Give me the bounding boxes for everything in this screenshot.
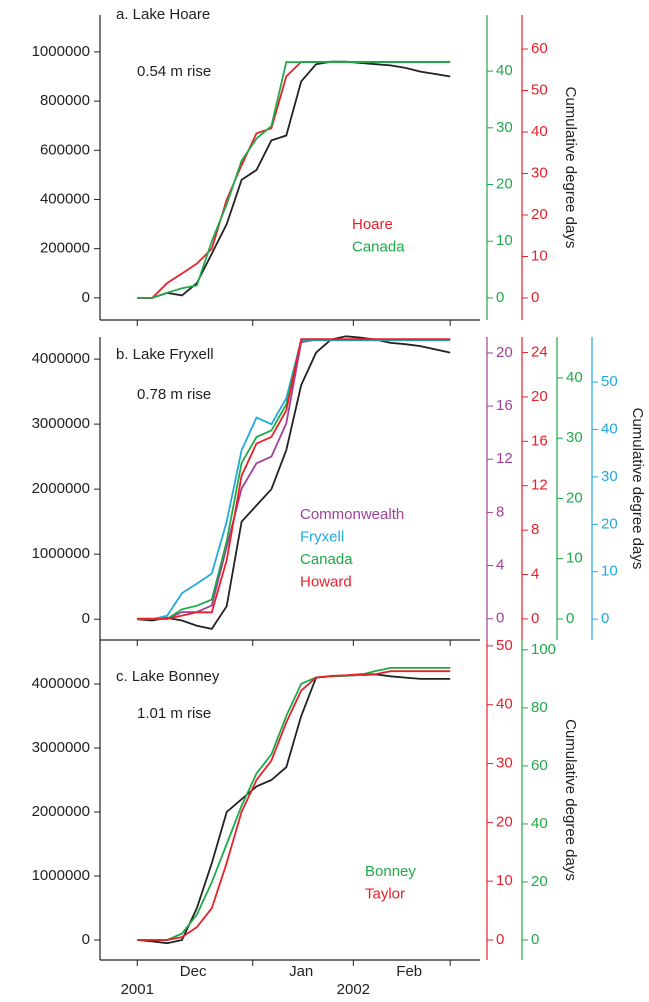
y-tick-label: 2000000 bbox=[32, 803, 90, 820]
y-tick-label: 0 bbox=[82, 931, 90, 948]
y2-tick-label: 20 bbox=[566, 489, 583, 506]
y-tick-label: 1000000 bbox=[32, 43, 90, 60]
y-tick-label: 400000 bbox=[40, 190, 90, 207]
y2-tick-label: 40 bbox=[496, 62, 513, 79]
legend-label: Bonney bbox=[365, 863, 416, 880]
y-tick-label: 4000000 bbox=[32, 350, 90, 367]
legend-label: Commonwealth bbox=[300, 506, 404, 523]
y2-tick-label: 12 bbox=[531, 477, 548, 494]
y2-tick-label: 10 bbox=[496, 872, 513, 889]
y2-tick-label: 40 bbox=[531, 123, 548, 140]
series-line bbox=[137, 60, 451, 299]
y-tick-label: 600000 bbox=[40, 141, 90, 158]
y-tick-label: 0 bbox=[82, 289, 90, 306]
y2-tick-label: 30 bbox=[496, 119, 513, 136]
y2-tick-label: 12 bbox=[496, 450, 513, 467]
y2-tick-label: 20 bbox=[531, 873, 548, 890]
y2-tick-label: 0 bbox=[531, 610, 539, 627]
y-tick-label: 1000000 bbox=[32, 867, 90, 884]
x-month-label: Jan bbox=[289, 963, 313, 980]
y-tick-label: 800000 bbox=[40, 92, 90, 109]
panel-title: b. Lake Fryxell bbox=[116, 346, 214, 363]
y2-tick-label: 50 bbox=[496, 637, 513, 654]
legend-label: Howard bbox=[300, 573, 352, 590]
y2-axis-label: Cumulative degree days bbox=[562, 87, 579, 249]
y2-tick-label: 16 bbox=[531, 432, 548, 449]
series-line bbox=[137, 335, 451, 630]
legend-label: Hoare bbox=[352, 216, 393, 233]
y2-tick-label: 60 bbox=[531, 40, 548, 57]
series-line bbox=[137, 338, 451, 620]
legend-label: Fryxell bbox=[300, 528, 344, 545]
y2-tick-label: 60 bbox=[531, 757, 548, 774]
y2-tick-label: 40 bbox=[496, 696, 513, 713]
y-tick-label: 3000000 bbox=[32, 739, 90, 756]
y2-tick-label: 20 bbox=[496, 175, 513, 192]
y2-tick-label: 0 bbox=[566, 610, 574, 627]
y2-tick-label: 0 bbox=[496, 610, 504, 627]
y2-tick-label: 30 bbox=[566, 429, 583, 446]
y2-tick-label: 40 bbox=[531, 815, 548, 832]
legend-label: Taylor bbox=[365, 885, 405, 902]
series-line bbox=[137, 667, 451, 941]
y-tick-label: 200000 bbox=[40, 240, 90, 257]
annotation: 0.78 m rise bbox=[137, 386, 211, 403]
panel-title: c. Lake Bonney bbox=[116, 668, 220, 685]
y2-tick-label: 30 bbox=[496, 754, 513, 771]
y2-tick-label: 0 bbox=[601, 610, 609, 627]
y2-tick-label: 30 bbox=[531, 164, 548, 181]
panel-title: a. Lake Hoare bbox=[116, 6, 210, 23]
x-year-label: 2002 bbox=[337, 981, 370, 998]
y-tick-label: 1000000 bbox=[32, 545, 90, 562]
y2-tick-label: 20 bbox=[531, 206, 548, 223]
y2-tick-label: 0 bbox=[531, 289, 539, 306]
y2-tick-label: 80 bbox=[531, 699, 548, 716]
y2-tick-label: 40 bbox=[566, 369, 583, 386]
legend-label: Canada bbox=[300, 551, 353, 568]
y2-tick-label: 16 bbox=[496, 397, 513, 414]
annotation: 0.54 m rise bbox=[137, 63, 211, 80]
x-month-label: Feb bbox=[396, 963, 422, 980]
y2-tick-label: 8 bbox=[531, 521, 539, 538]
y2-axis-label: Cumulative degree days bbox=[629, 408, 646, 570]
y2-tick-label: 10 bbox=[566, 550, 583, 567]
series-line bbox=[137, 61, 451, 299]
y2-tick-label: 24 bbox=[531, 344, 548, 361]
y2-tick-label: 0 bbox=[531, 931, 539, 948]
y2-tick-label: 4 bbox=[496, 557, 504, 574]
y2-axis-label: Cumulative degree days bbox=[562, 719, 579, 881]
y2-tick-label: 10 bbox=[531, 247, 548, 264]
series-line bbox=[137, 338, 451, 620]
y2-tick-label: 10 bbox=[496, 232, 513, 249]
y2-tick-label: 40 bbox=[601, 420, 618, 437]
y2-tick-label: 20 bbox=[531, 388, 548, 405]
y2-tick-label: 8 bbox=[496, 503, 504, 520]
y-tick-label: 0 bbox=[82, 610, 90, 627]
x-month-label: Dec bbox=[180, 963, 207, 980]
y2-tick-label: 0 bbox=[496, 289, 504, 306]
y2-tick-label: 20 bbox=[601, 515, 618, 532]
y2-tick-label: 20 bbox=[496, 344, 513, 361]
annotation: 1.01 m rise bbox=[137, 705, 211, 722]
y2-tick-label: 100 bbox=[531, 641, 556, 658]
y-tick-label: 3000000 bbox=[32, 415, 90, 432]
y2-tick-label: 50 bbox=[601, 373, 618, 390]
y2-tick-label: 50 bbox=[531, 81, 548, 98]
y-tick-label: 2000000 bbox=[32, 480, 90, 497]
y2-tick-label: 0 bbox=[496, 931, 504, 948]
legend-label: Canada bbox=[352, 238, 405, 255]
x-year-label: 2001 bbox=[121, 981, 154, 998]
y2-tick-label: 4 bbox=[531, 565, 539, 582]
y2-tick-label: 20 bbox=[496, 813, 513, 830]
series-line bbox=[137, 61, 451, 299]
y-tick-label: 4000000 bbox=[32, 675, 90, 692]
y2-tick-label: 10 bbox=[601, 563, 618, 580]
series-line bbox=[137, 670, 451, 941]
y2-tick-label: 30 bbox=[601, 468, 618, 485]
